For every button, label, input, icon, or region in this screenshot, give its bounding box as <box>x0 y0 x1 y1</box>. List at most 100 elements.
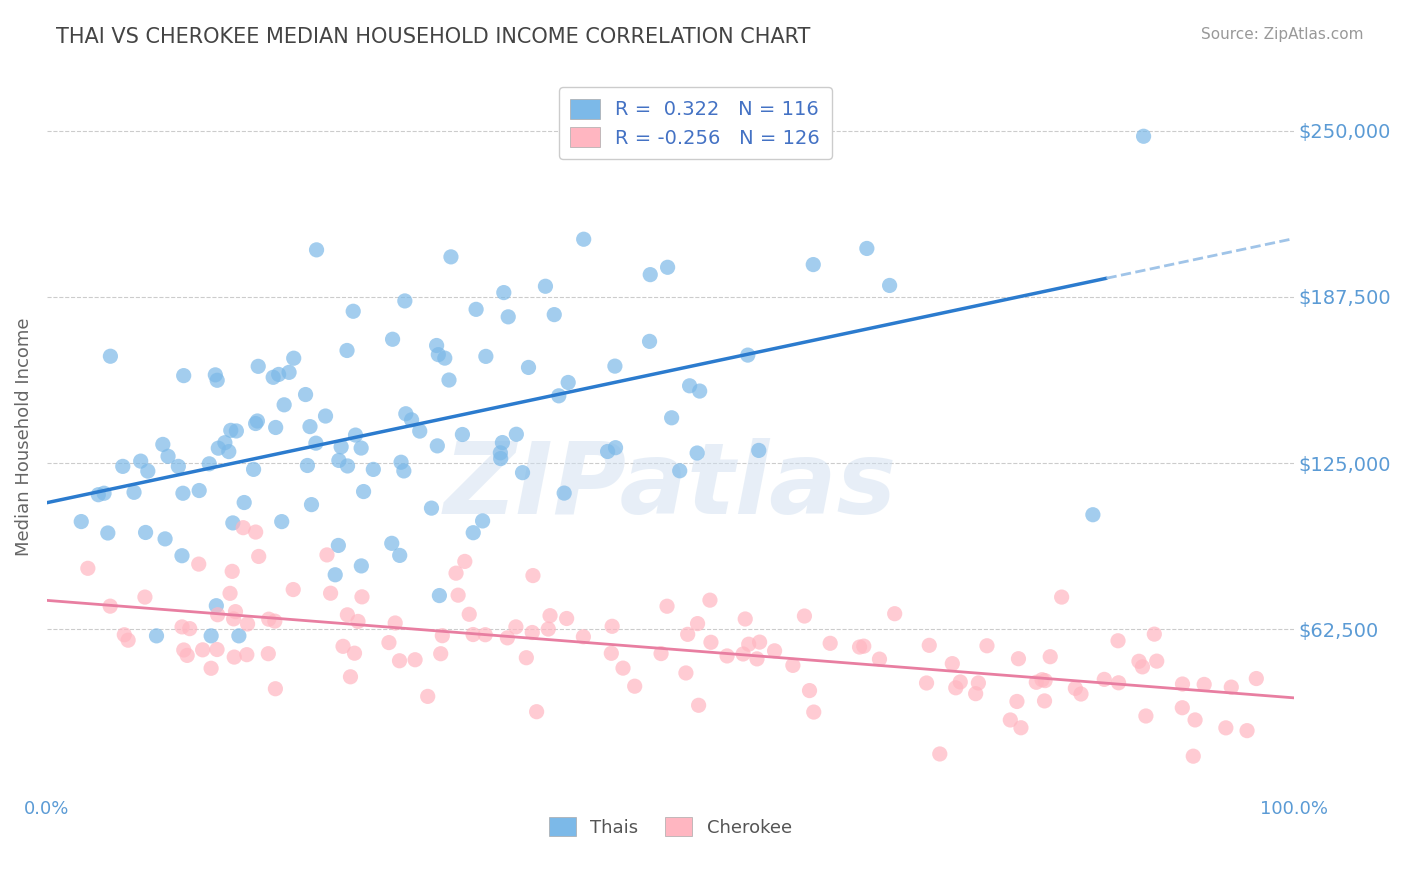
Thais <box>222 516 245 530</box>
Text: ZIPatlas: ZIPatlas <box>444 438 897 535</box>
Cherokee <box>763 644 786 658</box>
Thais <box>409 424 432 438</box>
Thais <box>328 538 350 552</box>
Thais <box>294 387 316 401</box>
Thais <box>517 360 540 375</box>
Thais <box>233 495 256 509</box>
Cherokee <box>818 636 841 650</box>
Cherokee <box>883 607 905 621</box>
Thais <box>543 308 565 322</box>
Thais <box>427 348 450 362</box>
Thais <box>547 389 569 403</box>
Thais <box>198 457 221 471</box>
Cherokee <box>173 643 195 657</box>
Cherokee <box>1192 677 1215 691</box>
Thais <box>136 464 159 478</box>
Thais <box>129 454 152 468</box>
Thais <box>207 441 229 455</box>
Cherokee <box>1215 721 1237 735</box>
Cherokee <box>224 650 246 665</box>
Cherokee <box>347 615 370 629</box>
Cherokee <box>257 612 280 626</box>
Thais <box>678 379 700 393</box>
Cherokee <box>264 681 287 696</box>
Cherokee <box>117 633 139 648</box>
Thais <box>553 486 575 500</box>
Thais <box>167 459 190 474</box>
Cherokee <box>179 622 201 636</box>
Cherokee <box>207 607 229 622</box>
Cherokee <box>799 683 821 698</box>
Cherokee <box>505 620 527 634</box>
Thais <box>463 525 485 540</box>
Thais <box>122 485 145 500</box>
Cherokee <box>187 557 209 571</box>
Thais <box>225 424 247 438</box>
Thais <box>401 413 423 427</box>
Thais <box>492 285 515 300</box>
Cherokee <box>918 638 941 652</box>
Cherokee <box>738 637 761 651</box>
Cherokee <box>134 590 156 604</box>
Cherokee <box>257 647 280 661</box>
Cherokee <box>1039 649 1062 664</box>
Cherokee <box>1033 673 1056 688</box>
Thais <box>489 446 512 460</box>
Thais <box>395 407 418 421</box>
Cherokee <box>1132 660 1154 674</box>
Cherokee <box>1220 680 1243 694</box>
Cherokee <box>650 647 672 661</box>
Cherokee <box>734 612 756 626</box>
Cherokee <box>219 586 242 600</box>
Thais <box>152 437 174 451</box>
Cherokee <box>537 622 560 636</box>
Cherokee <box>612 661 634 675</box>
Text: Source: ZipAtlas.com: Source: ZipAtlas.com <box>1201 27 1364 42</box>
Thais <box>433 351 456 365</box>
Cherokee <box>869 652 891 666</box>
Cherokee <box>1182 749 1205 764</box>
Thais <box>668 464 690 478</box>
Thais <box>246 414 269 428</box>
Thais <box>491 435 513 450</box>
Cherokee <box>432 629 454 643</box>
Thais <box>392 464 415 478</box>
Thais <box>323 567 346 582</box>
Cherokee <box>928 747 950 761</box>
Thais <box>267 368 290 382</box>
Thais <box>283 351 305 366</box>
Thais <box>1081 508 1104 522</box>
Thais <box>489 451 512 466</box>
Thais <box>603 359 626 373</box>
Cherokee <box>675 665 697 680</box>
Cherokee <box>191 643 214 657</box>
Thais <box>389 455 412 469</box>
Cherokee <box>941 657 963 671</box>
Cherokee <box>496 631 519 645</box>
Cherokee <box>1070 687 1092 701</box>
Thais <box>157 450 180 464</box>
Thais <box>93 486 115 500</box>
Thais <box>557 376 579 390</box>
Thais <box>748 443 770 458</box>
Thais <box>350 441 373 455</box>
Cherokee <box>388 654 411 668</box>
Cherokee <box>332 640 354 654</box>
Cherokee <box>1000 713 1022 727</box>
Cherokee <box>555 611 578 625</box>
Cherokee <box>1108 675 1130 690</box>
Thais <box>273 398 295 412</box>
Cherokee <box>526 705 548 719</box>
Legend: Thais, Cherokee: Thais, Cherokee <box>541 810 799 844</box>
Cherokee <box>699 593 721 607</box>
Cherokee <box>686 616 709 631</box>
Cherokee <box>1005 694 1028 708</box>
Cherokee <box>1092 673 1115 687</box>
Thais <box>344 428 367 442</box>
Thais <box>420 501 443 516</box>
Cherokee <box>782 658 804 673</box>
Cherokee <box>949 675 972 690</box>
Cherokee <box>716 648 738 663</box>
Cherokee <box>976 639 998 653</box>
Thais <box>350 558 373 573</box>
